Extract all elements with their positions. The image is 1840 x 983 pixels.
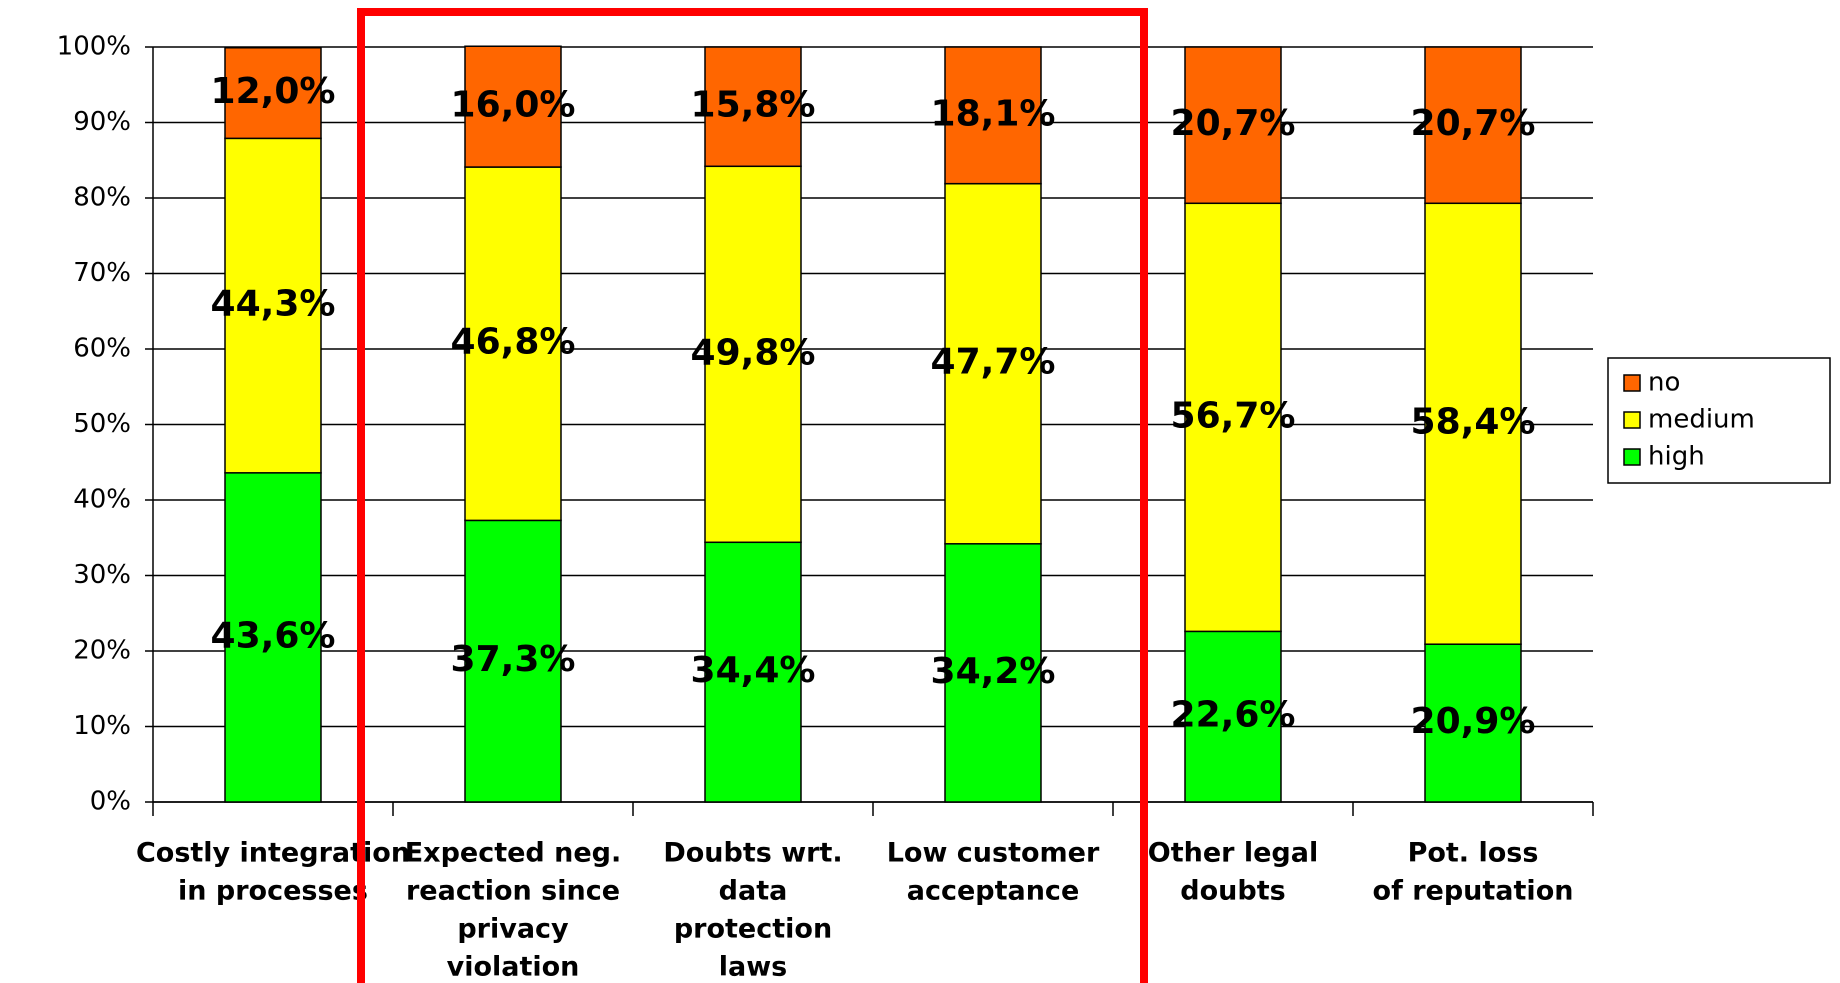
value-label: 43,6%: [211, 615, 336, 656]
value-label: 49,8%: [691, 332, 816, 373]
bar-segment: [704, 165, 802, 544]
x-tick-label: Costly integration: [136, 838, 410, 869]
x-tick-label: laws: [719, 952, 788, 983]
value-label: 37,3%: [451, 639, 576, 680]
y-tick-label: 40%: [73, 485, 131, 515]
bar-segment: [224, 472, 322, 803]
bar-segment: [944, 543, 1042, 803]
x-tick-label: Doubts wrt.: [663, 838, 842, 869]
x-tick-label: privacy: [457, 914, 569, 945]
value-label: 47,7%: [931, 342, 1056, 383]
value-label: 34,4%: [691, 650, 816, 691]
value-label: 46,8%: [451, 322, 576, 363]
value-label: 58,4%: [1411, 402, 1536, 443]
value-label: 16,0%: [451, 85, 576, 126]
legend-label: no: [1648, 368, 1680, 398]
x-tick-label: acceptance: [907, 876, 1080, 907]
value-label: 56,7%: [1171, 395, 1296, 436]
bar-segment: [1184, 202, 1282, 633]
x-tick-label: data: [719, 876, 788, 907]
y-tick-label: 10%: [73, 711, 131, 741]
y-tick-label: 90%: [73, 107, 131, 137]
value-label: 20,7%: [1411, 103, 1536, 144]
bar-segment: [1424, 46, 1522, 205]
bar-segment: [1424, 643, 1522, 803]
x-tick-label: doubts: [1180, 876, 1285, 907]
y-tick-label: 0%: [90, 787, 131, 817]
legend-box: [1607, 357, 1831, 484]
bar-segment: [224, 47, 322, 140]
plot-area: 0% 10% 20% 30% 40% 50% 60% 70% 80% 90% 100% 43,6% 44…: [57, 32, 1594, 983]
value-label: 22,6%: [1171, 695, 1296, 736]
x-tick-label: protection: [674, 914, 832, 945]
legend: no medium high: [1607, 357, 1831, 484]
y-tick-label: 70%: [73, 258, 131, 288]
value-label: 15,8%: [691, 85, 816, 126]
legend-swatch: [1623, 411, 1641, 429]
y-tick-label: 30%: [73, 560, 131, 590]
bar-segment: [1424, 202, 1522, 645]
value-label: 20,9%: [1411, 701, 1536, 742]
x-tick-label: of reputation: [1373, 876, 1574, 907]
y-tick-label: 50%: [73, 409, 131, 439]
value-label: 18,1%: [931, 93, 1056, 134]
bar-segment: [944, 182, 1042, 545]
bar-segment: [464, 45, 562, 168]
bar-segment: [704, 541, 802, 803]
bar-segment: [224, 137, 322, 474]
bar-segment: [1184, 630, 1282, 803]
x-tick-label: Other legal: [1148, 838, 1318, 869]
legend-label: medium: [1648, 405, 1755, 435]
x-tick-label: violation: [447, 952, 580, 983]
legend-swatch: [1623, 448, 1641, 466]
y-tick-label: 100%: [57, 32, 131, 62]
value-label: 34,2%: [931, 651, 1056, 692]
bar-segment: [944, 46, 1042, 185]
x-tick-label: Expected neg.: [405, 838, 622, 869]
bar-segment: [464, 166, 562, 522]
value-label: 12,0%: [211, 71, 336, 112]
y-tick-label: 20%: [73, 636, 131, 666]
x-tick-label: Low customer: [887, 838, 1100, 869]
value-label: 20,7%: [1171, 103, 1296, 144]
bar-segment: [1184, 46, 1282, 205]
bar-segment: [704, 46, 802, 168]
y-tick-label: 60%: [73, 334, 131, 364]
x-tick-label: Pot. loss: [1408, 838, 1539, 869]
y-tick-label: 80%: [73, 183, 131, 213]
legend-swatch: [1623, 374, 1641, 392]
x-tick-label: in processes: [178, 876, 368, 907]
value-label: 44,3%: [211, 284, 336, 325]
highlight-box: [357, 8, 1148, 983]
x-tick-label: reaction since: [406, 876, 620, 907]
bar-segment: [464, 519, 562, 803]
legend-label: high: [1648, 442, 1705, 472]
